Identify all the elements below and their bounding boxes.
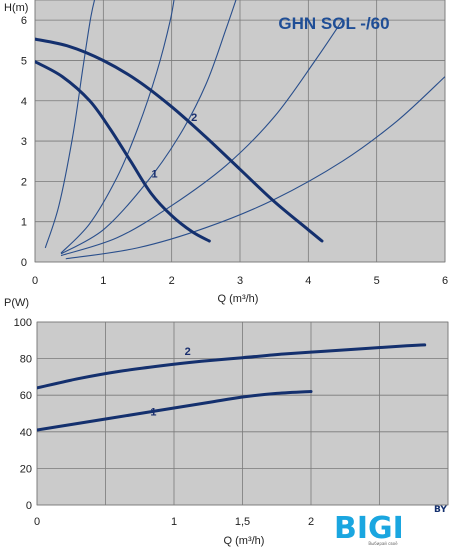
series-label-1: 1: [152, 168, 158, 180]
series-line-2: [35, 37, 324, 243]
x-tick-label: 5: [374, 275, 380, 287]
x-tick-label: 1: [171, 516, 177, 528]
head-chart-grid: [34, 0, 446, 263]
chart-title: GHN SOL -/60: [278, 14, 389, 33]
power-chart-ylabel: P(W): [4, 297, 29, 309]
plot-border: [36, 321, 449, 506]
x-tick-label: 1,5: [235, 516, 250, 528]
power-chart-series: 12: [37, 343, 427, 432]
x-tick-label: 0: [34, 516, 40, 528]
x-tick-label: 2: [308, 516, 314, 528]
series-line-1: [37, 390, 313, 432]
y-tick-label: 4: [21, 96, 27, 108]
series-line-1: [35, 60, 211, 243]
series-label-2: 2: [185, 346, 191, 358]
series-label-1: 1: [150, 406, 156, 418]
y-tick-label: 40: [20, 427, 32, 439]
power-chart-xlabel: Q (m³/h): [224, 535, 265, 547]
x-tick-label: 6: [442, 275, 448, 287]
system-curve: [44, 0, 96, 249]
head-chart-xlabel: Q (m³/h): [218, 293, 259, 305]
x-tick-label: 2: [169, 275, 175, 287]
system-curve: [60, 19, 343, 257]
logo-text: BIGI: [334, 511, 404, 546]
head-chart-series: 12: [35, 37, 324, 243]
y-tick-label: 3: [21, 136, 27, 148]
x-tick-label: 3: [237, 275, 243, 287]
y-tick-label: 5: [21, 55, 27, 67]
y-tick-label: 100: [14, 317, 32, 329]
system-curve: [60, 0, 175, 254]
system-curve: [60, 0, 237, 255]
x-tick-label: 4: [305, 275, 311, 287]
plot-border: [34, 0, 446, 263]
y-tick-label: 0: [26, 500, 32, 512]
logo-suffix: BY: [434, 505, 447, 515]
series-label-2: 2: [191, 112, 197, 124]
y-tick-label: 1: [21, 217, 27, 229]
y-tick-label: 6: [21, 15, 27, 27]
y-tick-label: 60: [20, 390, 32, 402]
series-line-2: [37, 343, 427, 390]
head-chart-ylabel: H(m): [4, 2, 28, 14]
y-tick-label: 20: [20, 463, 32, 475]
y-tick-label: 2: [21, 176, 27, 188]
x-tick-label: 0: [32, 275, 38, 287]
y-tick-label: 0: [21, 257, 27, 269]
logo-tagline: Выбирай своё: [368, 541, 398, 546]
y-tick-label: 80: [20, 354, 32, 366]
bigi-logo: BIGI BY Выбирай своё: [334, 505, 447, 546]
x-tick-label: 1: [100, 275, 106, 287]
head-chart-system-curves: [44, 0, 445, 260]
